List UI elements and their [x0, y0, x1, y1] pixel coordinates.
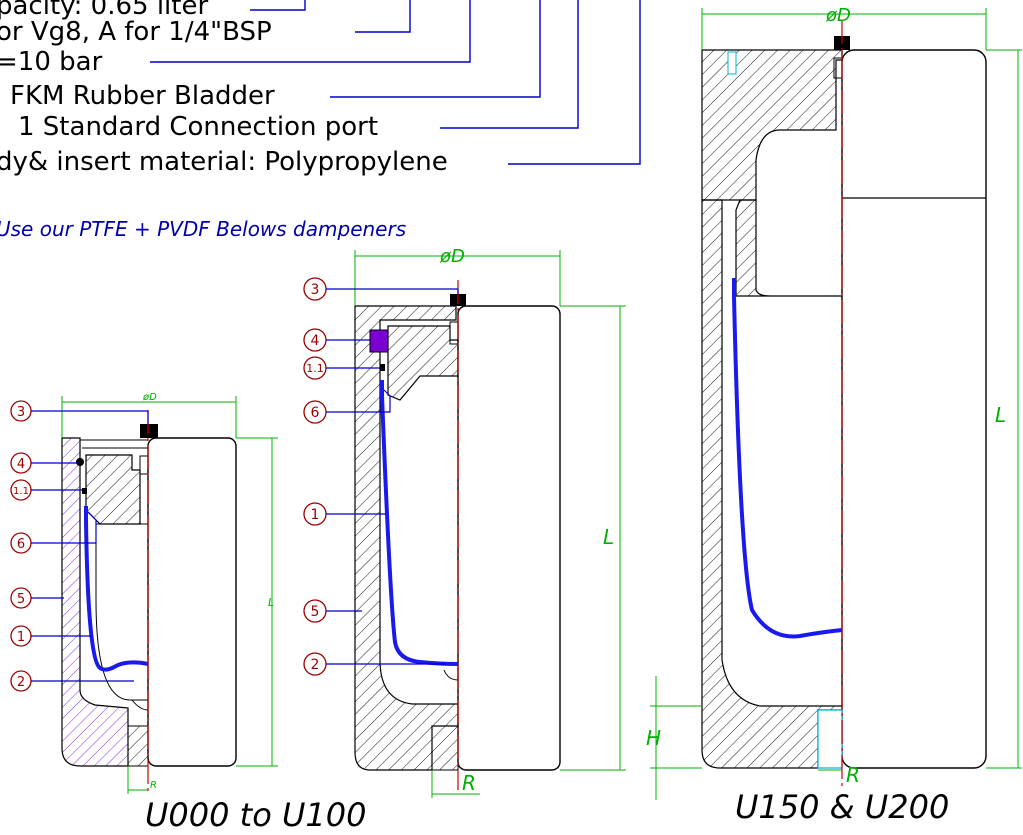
small-oring-4 [76, 458, 84, 466]
medium-dim-d: øD [439, 246, 465, 267]
large-insert-lower [735, 199, 842, 297]
spec-vg8: or Vg8, A for 1/4"BSP [0, 17, 272, 47]
large-port [817, 709, 843, 769]
medium-insert [387, 325, 459, 401]
medium-balloon-3: 3 [311, 282, 320, 298]
small-balloon-1: 1 [17, 630, 25, 645]
medium-balloons: 3 4 1.1 6 1 5 2 [303, 277, 327, 676]
medium-housing-right [457, 305, 561, 771]
spec-material: dy& insert material: Polypropylene [0, 147, 448, 177]
large-housing-right [841, 49, 987, 769]
small-balloon-6: 6 [17, 537, 25, 552]
medium-oring-11 [380, 364, 385, 371]
small-plug [131, 699, 149, 711]
spec-bladder: FKM Rubber Bladder [10, 81, 275, 111]
medium-plug [443, 669, 459, 681]
large-caption: U150 & U200 [735, 788, 949, 826]
small-leaders [31, 410, 149, 682]
small-housing-right [147, 437, 237, 767]
large-body-section [701, 49, 843, 201]
large-shell [701, 199, 843, 769]
small-dim-l: L [268, 596, 274, 609]
small-balloon-2: 2 [17, 675, 25, 690]
medium-port [431, 725, 459, 771]
spec-leaders [150, 0, 641, 165]
small-balloon-11: 1.1 [13, 486, 29, 497]
medium-insert-ring [369, 329, 389, 353]
medium-balloon-5: 5 [311, 604, 320, 620]
large-dim-l: L [995, 403, 1006, 427]
spec-pressure: =10 bar [0, 47, 103, 77]
medium-leaders [326, 288, 459, 665]
medium-balloon-4: 4 [311, 333, 320, 349]
small-valve [140, 424, 158, 438]
large-bladder [732, 278, 843, 639]
spec-port: 1 Standard Connection port [18, 112, 378, 142]
spec-block: pacity: 0.65 liter or Vg8, A for 1/4"BSP… [0, 0, 448, 177]
small-bladder [84, 506, 149, 672]
large-fill-hole [727, 51, 737, 75]
small-balloons: 3 4 1.1 6 5 1 2 [10, 400, 32, 692]
medium-dim-r: R [462, 771, 476, 795]
large-dim-h: H [646, 726, 661, 750]
small-dim-d: øD [142, 392, 157, 403]
small-insert [85, 454, 141, 525]
large-unit: øD L H R U150 & U200 [646, 5, 1022, 826]
medium-dim-l: L [603, 525, 614, 549]
large-dim-d: øD [825, 5, 851, 26]
small-balloon-5: 5 [17, 592, 25, 607]
small-balloon-3: 3 [17, 405, 25, 420]
medium-unit: øD L R 3 4 1.1 6 1 5 2 [303, 246, 626, 798]
medium-balloon-6: 6 [311, 405, 320, 421]
medium-body-section [354, 305, 459, 771]
small-unit: øD L R 3 4 1.1 6 5 1 2 [10, 392, 366, 834]
small-balloon-4: 4 [17, 457, 25, 472]
small-stem [139, 455, 149, 475]
medium-balloon-1: 1 [311, 507, 320, 523]
spec-capacity: pacity: 0.65 liter [0, 0, 208, 21]
small-oring-11 [82, 488, 87, 494]
medium-balloon-11: 1.1 [306, 362, 324, 375]
note-dampeners: Use our PTFE + PVDF Belows dampeners [0, 217, 406, 241]
small-body-section [61, 437, 129, 767]
large-dim-r: R [846, 763, 860, 787]
medium-balloon-2: 2 [311, 657, 320, 673]
medium-bladder [380, 380, 459, 666]
small-cavity [80, 439, 148, 701]
small-dim-r: R [150, 780, 157, 791]
small-caption: U000 to U100 [145, 796, 366, 834]
small-port [127, 725, 149, 767]
